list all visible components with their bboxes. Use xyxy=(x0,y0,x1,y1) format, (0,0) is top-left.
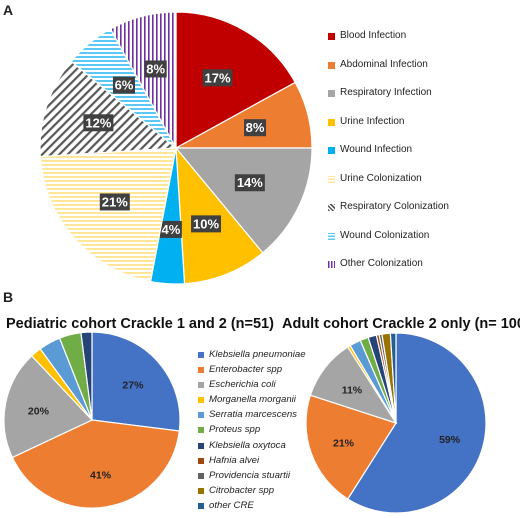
legend-swatch xyxy=(328,90,335,97)
legend-swatch xyxy=(198,472,204,479)
legend-label: Enterobacter spp xyxy=(209,364,283,376)
legend-swatch xyxy=(198,352,204,358)
pie-slice-other-colonization xyxy=(109,11,177,149)
legend-swatch xyxy=(328,61,335,69)
pie-slice-enterobacter-spp xyxy=(305,394,397,500)
data-label: 6% xyxy=(115,78,134,93)
data-label-box xyxy=(191,215,222,233)
pie-slice-enterobacter-spp xyxy=(11,419,180,509)
legend-label: Citrobacter spp xyxy=(209,484,275,496)
legend-label: Escherichia coli xyxy=(209,379,276,391)
legend-label: Proteus spp xyxy=(209,424,261,436)
data-label: 12% xyxy=(85,115,111,130)
legend-label: Blood Infection xyxy=(340,30,407,41)
legend-label: Wound Infection xyxy=(340,144,413,155)
legend-swatch xyxy=(198,442,204,449)
legend-swatch xyxy=(198,382,204,389)
data-label: 11% xyxy=(342,384,363,396)
data-label: 8% xyxy=(146,61,165,76)
legend-swatch xyxy=(198,502,204,509)
pie-slice-klebsiella-pneumoniae xyxy=(91,331,181,432)
legend-label: Serratia marcescens xyxy=(209,409,297,421)
data-label-box xyxy=(112,76,135,94)
pie-slice-klebsiella-oxytoca xyxy=(80,331,93,421)
pie-slice-respiratory-colonization xyxy=(39,60,178,158)
data-label: 59% xyxy=(439,434,461,446)
panel-b-letter: B xyxy=(3,289,14,305)
pie-chart-pediatric: 27% 41% 20% xyxy=(3,331,181,509)
data-label: 41% xyxy=(90,469,112,481)
pie-slice-urine-colonization xyxy=(39,147,177,283)
legend-label: other CRE xyxy=(209,499,254,511)
pie-slice-respiratory-infection xyxy=(174,147,313,254)
legend-label: Abdominal Infection xyxy=(340,58,428,70)
data-label: 4% xyxy=(161,222,180,237)
legend-label: Respiratory Colonization xyxy=(340,201,449,212)
data-label: 21% xyxy=(333,437,355,449)
data-label-box xyxy=(144,60,167,78)
legend-swatch xyxy=(328,204,335,211)
data-label: 17% xyxy=(205,70,231,85)
legend-label: Klebsiella oxytoca xyxy=(209,439,286,451)
data-label: 21% xyxy=(102,194,128,209)
legend-swatch xyxy=(328,232,335,240)
legend-label: Urine Colonization xyxy=(340,172,422,184)
adult-cohort-title: Adult cohort Crackle 2 only (n= 1005) xyxy=(282,316,520,332)
data-label-box xyxy=(83,114,114,132)
data-label-box xyxy=(234,174,265,192)
legend-label: Morganella morganii xyxy=(209,394,296,406)
legend-swatch xyxy=(198,412,204,419)
legend-swatch xyxy=(198,427,204,434)
legend-swatch xyxy=(328,147,335,154)
legend-label: Klebsiella pneumoniae xyxy=(209,349,306,360)
data-label: 8% xyxy=(246,120,265,135)
legend-label: Providencia stuartii xyxy=(209,469,291,481)
pie-chart-a: 17% 8% 14% 10% 4% 21% 12% 6% 8% xyxy=(39,11,313,285)
legend-swatch xyxy=(198,457,204,464)
legend-swatch xyxy=(198,367,204,374)
data-label-box xyxy=(202,69,233,87)
pie-slice-escherichia-coli xyxy=(3,355,94,459)
data-label-box xyxy=(159,220,182,238)
pie-slice-klebsiella-pneumoniae xyxy=(346,332,487,514)
legend-swatch xyxy=(328,33,335,40)
legend-label: Urine Infection xyxy=(340,115,405,127)
legend-swatch xyxy=(198,397,204,404)
data-label-box xyxy=(244,119,267,137)
legend-label: Wound Colonization xyxy=(340,229,430,241)
legend-swatch xyxy=(328,261,335,268)
legend-label: Respiratory Infection xyxy=(340,87,432,98)
legend-swatch xyxy=(328,175,335,183)
pie-slice-other-cre xyxy=(389,332,397,424)
data-label: 10% xyxy=(193,216,219,231)
data-label: 27% xyxy=(122,379,144,391)
pie-chart-adult: 59% 21% 11% xyxy=(305,332,487,514)
pie-slice-blood-infection xyxy=(175,11,296,150)
panel-a-letter: A xyxy=(3,2,14,18)
data-label-box xyxy=(99,193,130,211)
data-label: 14% xyxy=(237,175,263,190)
legend-swatch xyxy=(198,487,204,494)
pediatric-cohort-title: Pediatric cohort Crackle 1 and 2 (n=51) xyxy=(6,316,274,332)
legend-label: Hafnia alvei xyxy=(209,454,260,466)
legend-swatch xyxy=(328,118,335,126)
data-label: 20% xyxy=(28,405,50,417)
legend-label: Other Colonization xyxy=(340,258,423,269)
